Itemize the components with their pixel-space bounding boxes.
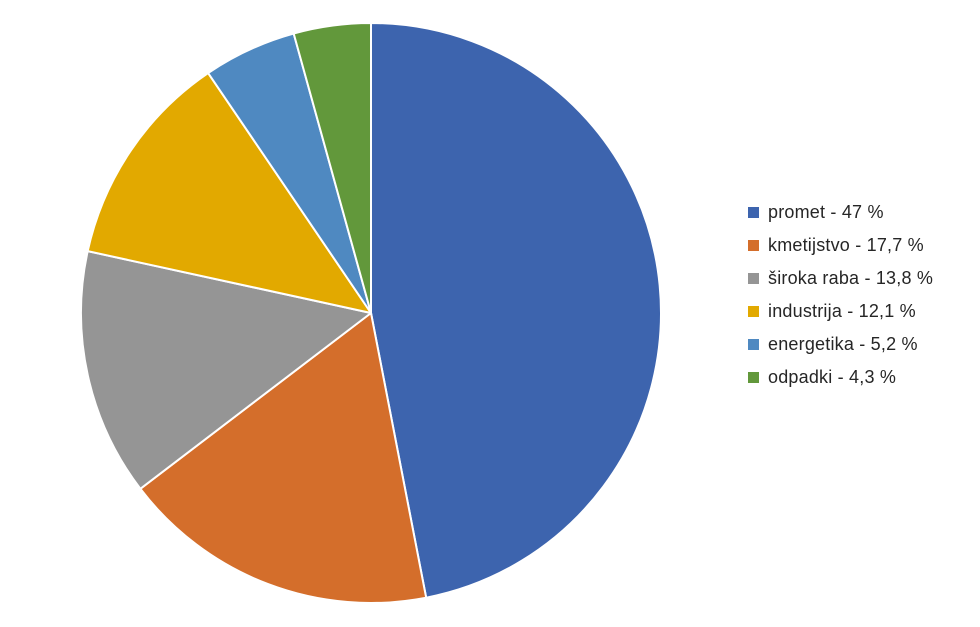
legend-item: energetika - 5,2 %: [748, 328, 933, 361]
legend-label: široka raba - 13,8 %: [768, 268, 934, 288]
pie-slice-kmetijstvo: [139, 312, 428, 604]
legend-item: industrija - 12,1 %: [748, 295, 933, 328]
legend-item: odpadki - 4,3 %: [748, 361, 933, 394]
legend-label: odpadki - 4,3 %: [768, 367, 897, 387]
legend-swatch: [748, 306, 759, 317]
legend-item: široka raba - 13,8 %: [748, 262, 933, 295]
legend-item: promet - 47 %: [748, 196, 933, 229]
legend-label: promet - 47 %: [768, 202, 884, 222]
pie-slice-industrija: [86, 72, 372, 314]
pie-slice-odpadki: [292, 22, 372, 314]
legend-label: kmetijstvo - 17,7 %: [768, 235, 924, 255]
legend-item: kmetijstvo - 17,7 %: [748, 229, 933, 262]
legend-label: energetika - 5,2 %: [768, 334, 918, 354]
legend-label: industrija - 12,1 %: [768, 301, 916, 321]
legend-swatch: [748, 339, 759, 350]
legend-swatch: [748, 372, 759, 383]
legend-swatch: [748, 207, 759, 218]
chart-legend: promet - 47 % kmetijstvo - 17,7 % široka r…: [748, 196, 933, 394]
legend-swatch: [748, 273, 759, 284]
pie-slices: [80, 22, 662, 604]
legend-swatch: [748, 240, 759, 251]
pie-slice-promet: [370, 22, 662, 599]
pie-slice-široka-raba: [80, 250, 372, 490]
